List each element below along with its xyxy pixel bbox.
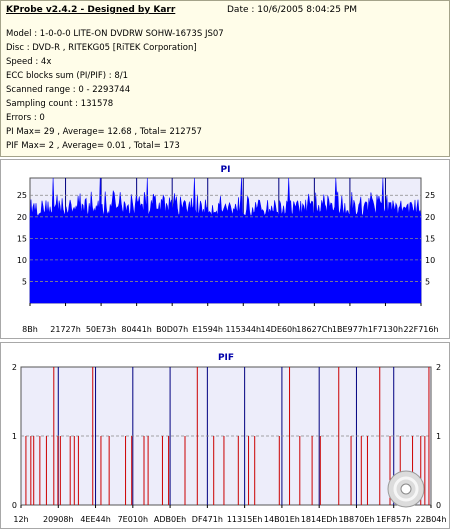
pi-y-tick-label: 10 — [17, 256, 27, 265]
info-pif-summary: PIF Max= 2 , Average= 0.01 , Total= 173 — [6, 141, 180, 151]
pi-x-tick-label: 50E73h — [86, 325, 116, 334]
pi-y-tick-label-right: 15 — [425, 234, 435, 243]
pi-y-tick-label: 5 — [22, 277, 27, 286]
pi-y-tick-label-right: 25 — [425, 191, 435, 200]
pi-y-tick-label: 25 — [17, 191, 27, 200]
pif-x-tick-label: 4EE44h — [80, 515, 110, 524]
pi-y-tick-label-right: 10 — [425, 256, 435, 265]
info-panel: KProbe v2.4.2 - Designed by Karr Date : … — [0, 0, 450, 157]
pif-y-tick-label: 1 — [12, 432, 17, 441]
info-speed: Speed : 4x — [6, 57, 52, 67]
pif-x-tick-label: ADB0Eh — [154, 515, 186, 524]
pi-x-tick-label: E1594h — [192, 325, 222, 334]
pi-y-tick-label: 20 — [17, 213, 27, 222]
info-pi-summary: PI Max= 29 , Average= 12.68 , Total= 212… — [6, 127, 202, 137]
pi-x-tick-label: 80441h — [121, 325, 152, 334]
pif-x-tick-label: 7E010h — [118, 515, 148, 524]
pif-x-tick-label: 12h — [13, 515, 28, 524]
pif-y-tick-label: 0 — [12, 501, 17, 510]
pif-chart-title: PIF — [218, 353, 234, 363]
pi-series-area — [29, 177, 422, 304]
pif-x-tick-label: 1B870Eh — [338, 515, 374, 524]
pi-x-tick-label: 1BE977h — [332, 325, 368, 334]
disc-icon — [387, 470, 425, 508]
info-scanned-range: Scanned range : 0 - 2293744 — [6, 85, 131, 95]
pif-x-tick-label: 1EF857h — [376, 515, 411, 524]
pi-chart-title: PI — [221, 165, 231, 175]
pi-x-tick-label: B0D07h — [156, 325, 188, 334]
pif-y-tick-label-right: 1 — [436, 432, 441, 441]
pif-chart: PIF 0 0 1 1 2 2 12h 20908h 4EE44h 7E010h ADB0Eh DF47… — [12, 353, 447, 524]
pif-x-tick-label: 14B01Eh — [264, 515, 300, 524]
pi-x-tick-label: 8Bh — [22, 325, 38, 334]
pi-x-tick-label: 1F7130h — [368, 325, 403, 334]
disc-icon-shine — [393, 476, 419, 502]
pi-x-tick-label: 18627Ch — [296, 325, 332, 334]
info-ecc-blocks: ECC blocks sum (PI/PIF) : 8/1 — [6, 71, 129, 81]
disc-icon-hole — [400, 483, 412, 495]
app-title: KProbe v2.4.2 - Designed by Karr — [6, 5, 176, 15]
info-disc: Disc : DVD-R , RITEKG05 [RiTEK Corporati… — [6, 43, 197, 53]
pi-y-tick-label-right: 20 — [425, 213, 435, 222]
pi-y-tick-label-right: 5 — [425, 277, 430, 286]
pif-chart-panel: PIF 0 0 1 1 2 2 12h 20908h 4EE44h 7E010h ADB0Eh DF47… — [0, 342, 450, 529]
pif-x-tick-label: 1814EDh — [301, 515, 338, 524]
pif-y-tick-label: 2 — [12, 363, 17, 372]
pif-x-tick-label: 20908h — [43, 515, 74, 524]
info-errors: Errors : 0 — [6, 113, 45, 123]
pi-x-tick-label: 21727h — [50, 325, 81, 334]
pi-chart: PI 5 5 10 10 15 15 20 20 25 25 8Bh 21727h 50E73h 80441… — [17, 165, 439, 334]
pi-y-tick-label: 15 — [17, 234, 27, 243]
pi-chart-panel: PI 5 5 10 10 15 15 20 20 25 25 8Bh 21727h 50E73h 80441… — [0, 159, 450, 339]
scan-date: Date : 10/6/2005 8:04:25 PM — [227, 5, 358, 15]
pif-y-tick-label-right: 0 — [436, 501, 441, 510]
pi-x-tick-label: 22F716h — [403, 325, 438, 334]
pi-x-tick-label: 14DE60h — [260, 325, 297, 334]
info-sampling-count: Sampling count : 131578 — [6, 99, 114, 109]
pif-x-tick-label: 11315Eh — [227, 515, 263, 524]
pif-x-tick-label: DF471h — [192, 515, 223, 524]
pif-y-tick-label-right: 2 — [436, 363, 441, 372]
info-model: Model : 1-0-0-0 LITE-ON DVDRW SOHW-1673S… — [6, 29, 224, 39]
pi-x-tick-label: 115344h — [225, 325, 261, 334]
pif-x-tick-label: 22B04h — [416, 515, 447, 524]
